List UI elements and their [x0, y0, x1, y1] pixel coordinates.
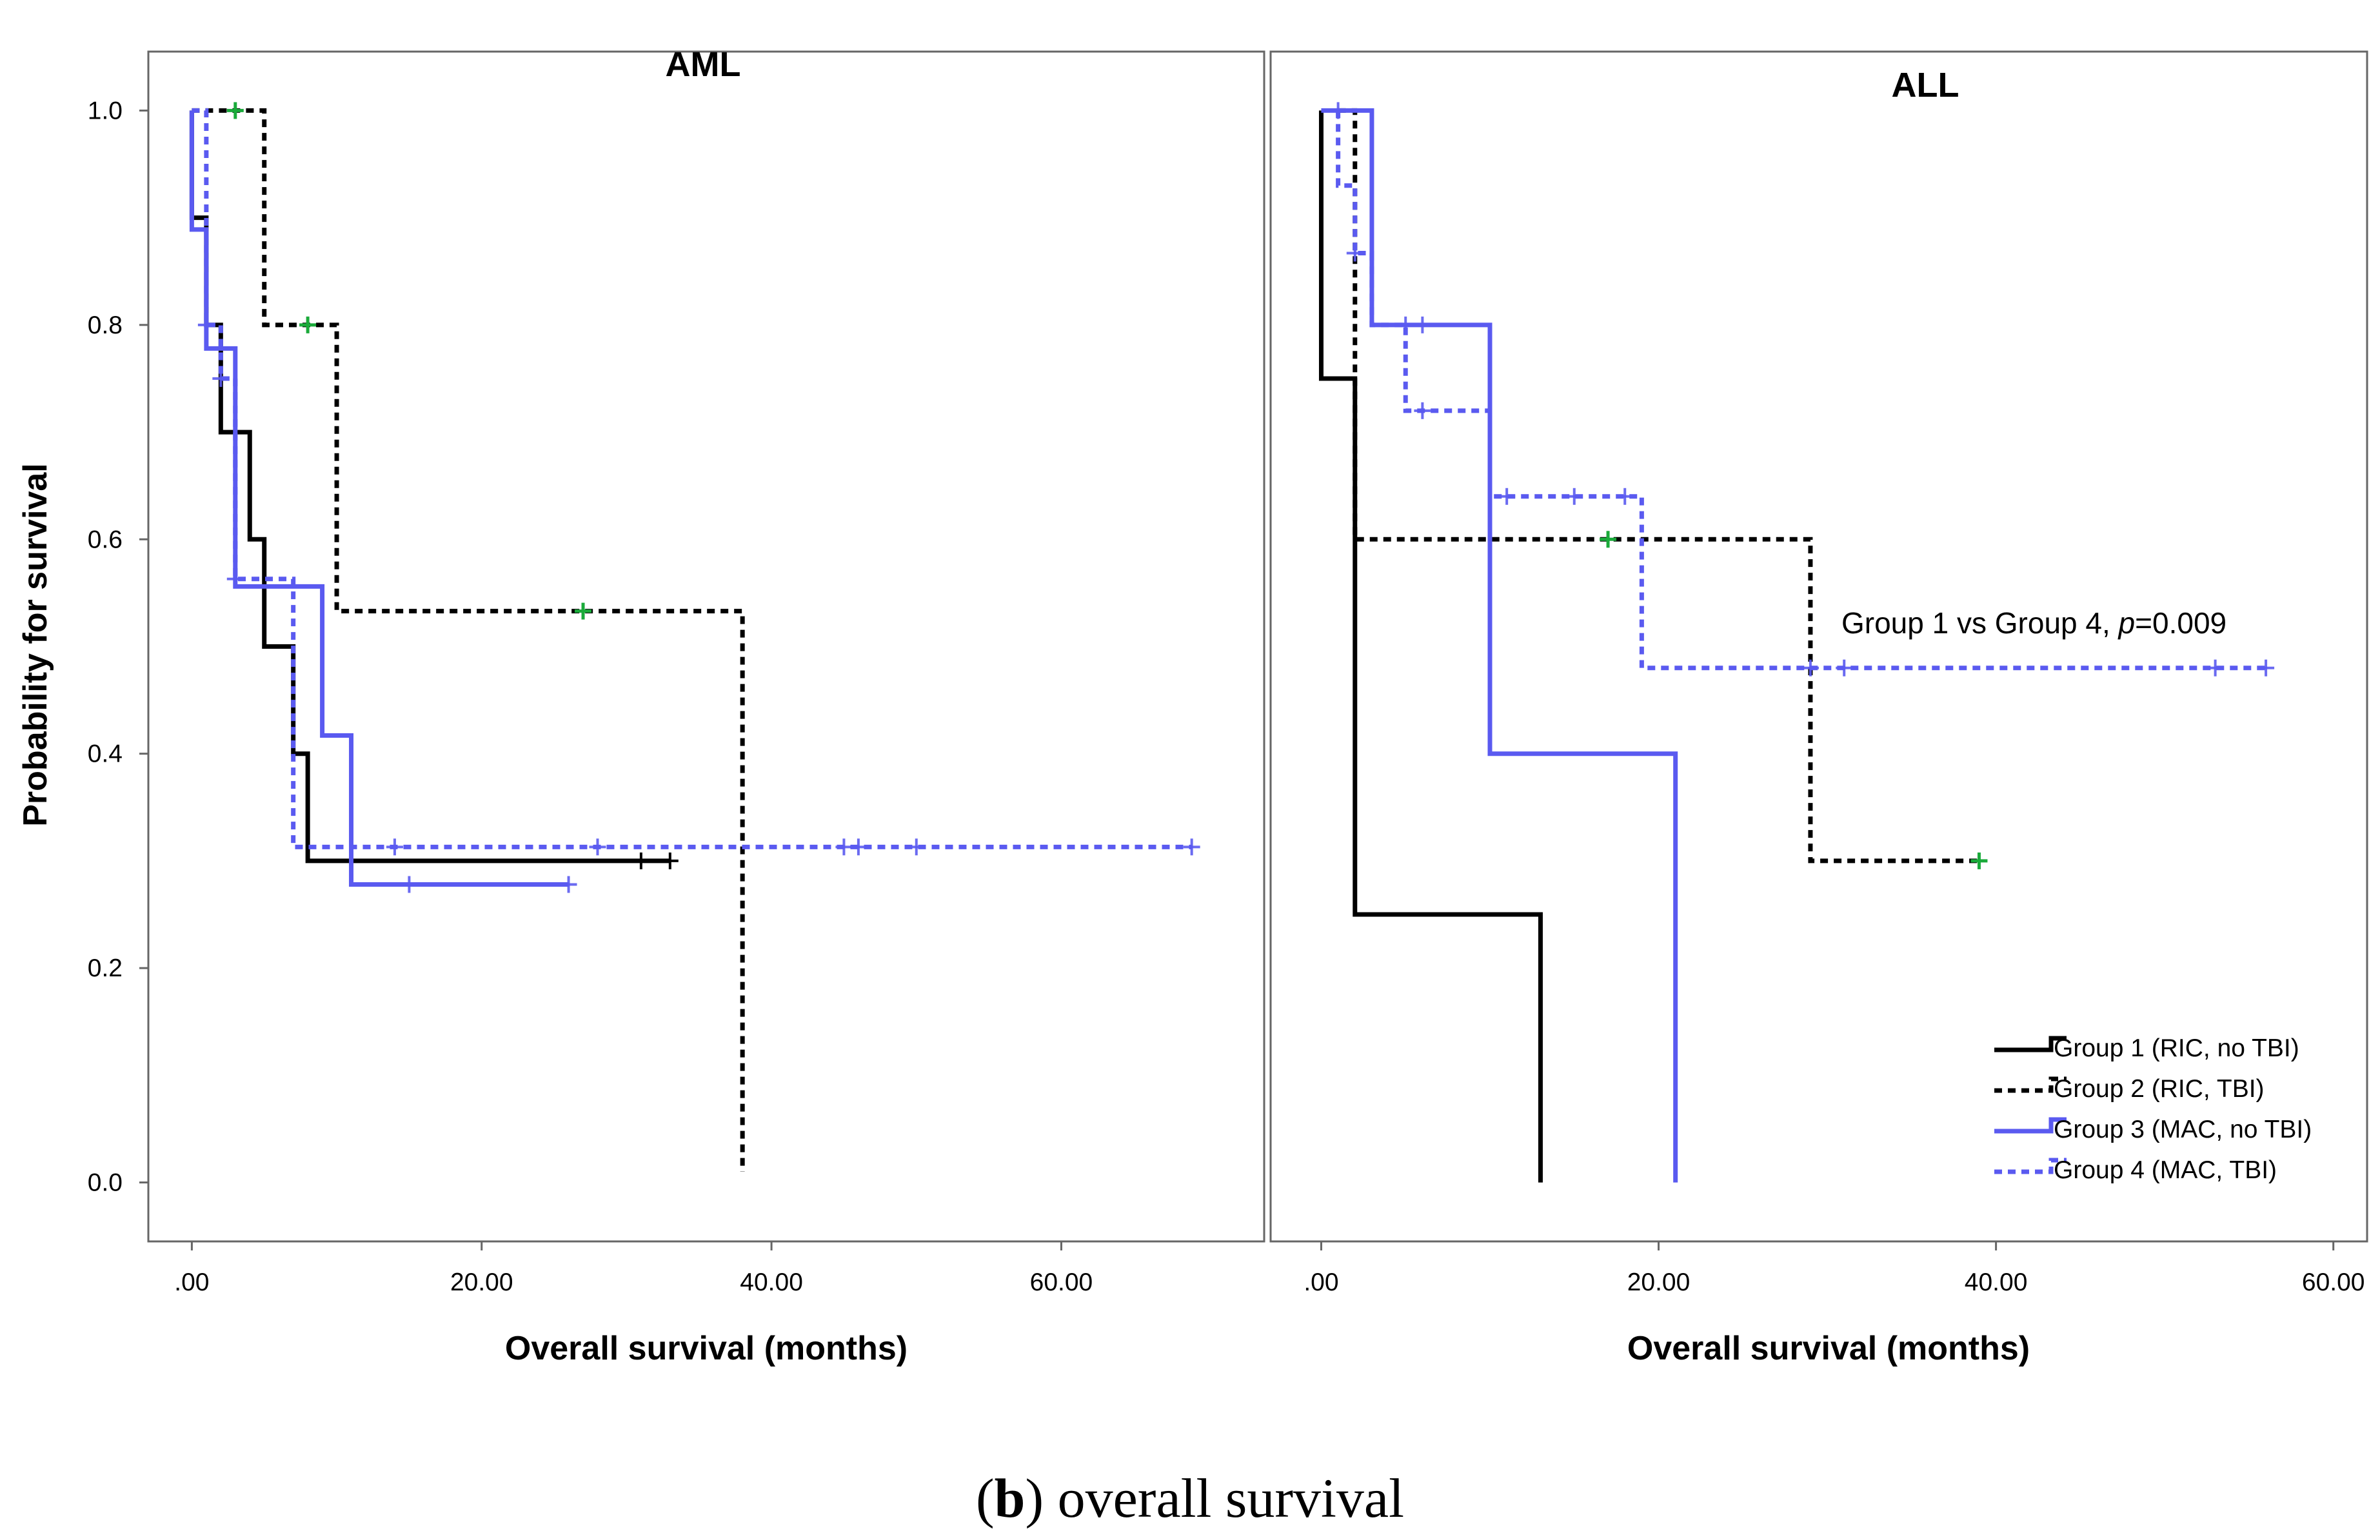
all-panel — [1269, 50, 2368, 1243]
aml-group-4-censor-mark — [835, 838, 853, 856]
caption-text: overall survival — [1044, 1467, 1404, 1529]
all-x-axis-label: Overall survival (months) — [1627, 1330, 2030, 1367]
aml-group-4-censor-mark — [386, 838, 403, 856]
legend-label: Group 4 (MAC, TBI) — [2054, 1156, 2277, 1184]
aml-series-layer — [189, 102, 1200, 1172]
all-group-4-censor-mark — [1498, 488, 1516, 505]
annotation-suffix: =0.009 — [2135, 606, 2226, 640]
all-x-axis: .00 20.00 40.00 60.00 — [1304, 1241, 2365, 1296]
all-group-2-censor-mark — [1970, 852, 1988, 869]
y-axis-label: Probability for survival — [17, 463, 54, 827]
all-group-4-censor-mark — [1616, 488, 1634, 505]
legend-swatch — [1994, 1117, 2067, 1134]
all-x-tick-label: .00 — [1304, 1269, 1338, 1296]
aml-group-4-censor-mark — [212, 370, 230, 387]
figure-caption: (b) overall survival — [976, 1467, 1404, 1529]
all-x-tick-label: 60.00 — [2302, 1269, 2365, 1296]
annotation-prefix: Group 1 vs Group 4, — [1841, 606, 2119, 640]
aml-x-tick-label: .00 — [174, 1269, 209, 1296]
aml-group-4-censor-mark — [1183, 838, 1200, 856]
all-title: ALL — [1892, 66, 1959, 104]
aml-title: AML — [666, 45, 741, 84]
all-group-4-censor-mark — [2257, 659, 2275, 676]
legend-label: Group 1 (RIC, no TBI) — [2054, 1034, 2299, 1062]
aml-group-2-censor-mark — [575, 602, 592, 620]
aml-y-tick-label: 0.2 — [88, 954, 123, 982]
legend-item-group-1: Group 1 (RIC, no TBI) — [1994, 1034, 2299, 1062]
legend-item-group-2: Group 2 (RIC, TBI) — [1994, 1075, 2265, 1103]
all-group-4-censor-mark — [1346, 244, 1364, 262]
aml-x-tick-label: 60.00 — [1030, 1269, 1093, 1296]
aml-group-1-censor-mark — [632, 852, 650, 869]
legend: Group 1 (RIC, no TBI) Group 2 (RIC, TBI) G… — [1994, 1034, 2312, 1184]
legend-label: Group 2 (RIC, TBI) — [2054, 1075, 2265, 1103]
aml-group-4-censor-mark — [197, 316, 215, 333]
aml-y-tick-label: 0.8 — [88, 311, 123, 339]
aml-group-1-censor-mark — [661, 852, 679, 869]
all-x-tick-label: 20.00 — [1627, 1269, 1691, 1296]
aml-group-4-censor-mark — [589, 838, 606, 856]
aml-group-4-censor-mark — [849, 838, 867, 856]
aml-y-tick-label: 1.0 — [88, 97, 123, 124]
aml-group-2-censor-mark — [299, 316, 317, 333]
all-group-3-censor-mark — [1414, 316, 1431, 333]
legend-swatch — [1994, 1076, 2067, 1093]
aml-group-3-censor-mark — [560, 876, 577, 893]
all-group-4-censor-mark — [1836, 659, 1853, 676]
all-plot-frame — [1269, 50, 2368, 1243]
aml-x-axis: .00 20.00 40.00 60.00 — [174, 1241, 1093, 1296]
caption-open-paren: ( — [976, 1467, 995, 1529]
all-group-4-censor-mark — [2206, 659, 2224, 676]
aml-x-axis-label: Overall survival (months) — [505, 1330, 907, 1367]
all-series-layer — [1318, 102, 2275, 1183]
all-group-4-censor-mark — [1801, 659, 1819, 676]
aml-group-2-censor-mark — [226, 102, 244, 119]
legend-label: Group 3 (MAC, no TBI) — [2054, 1116, 2312, 1143]
caption-letter: b — [995, 1467, 1026, 1529]
all-group-1-curve — [1318, 110, 1543, 1183]
annotation-p: p — [2117, 606, 2136, 640]
all-group-4-censor-mark — [1565, 488, 1583, 505]
aml-x-tick-label: 40.00 — [740, 1269, 803, 1296]
legend-item-group-3: Group 3 (MAC, no TBI) — [1994, 1116, 2312, 1143]
aml-y-tick-label: 0.4 — [88, 740, 123, 768]
all-group-4-censor-mark — [1414, 402, 1431, 419]
aml-group-2-curve — [192, 108, 745, 1172]
aml-y-tick-label: 0.0 — [88, 1169, 123, 1197]
legend-swatch — [1994, 1158, 2067, 1174]
aml-y-axis: 0.0 0.2 0.4 0.6 0.8 1.0 — [88, 97, 148, 1197]
legend-swatch — [1994, 1036, 2067, 1052]
p-value-annotation: Group 1 vs Group 4, p=0.009 — [1841, 606, 2226, 640]
aml-x-tick-label: 20.00 — [450, 1269, 513, 1296]
aml-y-tick-label: 0.6 — [88, 526, 123, 553]
all-group-4-censor-mark — [1329, 102, 1347, 119]
all-group-2-censor-mark — [1600, 531, 1617, 548]
all-x-tick-label: 40.00 — [1965, 1269, 2028, 1296]
caption-close-paren: ) — [1026, 1467, 1044, 1529]
aml-group-3-censor-mark — [401, 876, 418, 893]
aml-group-4-censor-mark — [226, 570, 244, 587]
all-group-3-curve — [1321, 108, 1678, 1183]
all-group-4-censor-mark — [1397, 316, 1414, 333]
aml-group-4-censor-mark — [907, 838, 925, 856]
aml-plot-frame — [147, 50, 1265, 1243]
aml-panel — [147, 50, 1265, 1243]
legend-item-group-4: Group 4 (MAC, TBI) — [1994, 1156, 2277, 1184]
